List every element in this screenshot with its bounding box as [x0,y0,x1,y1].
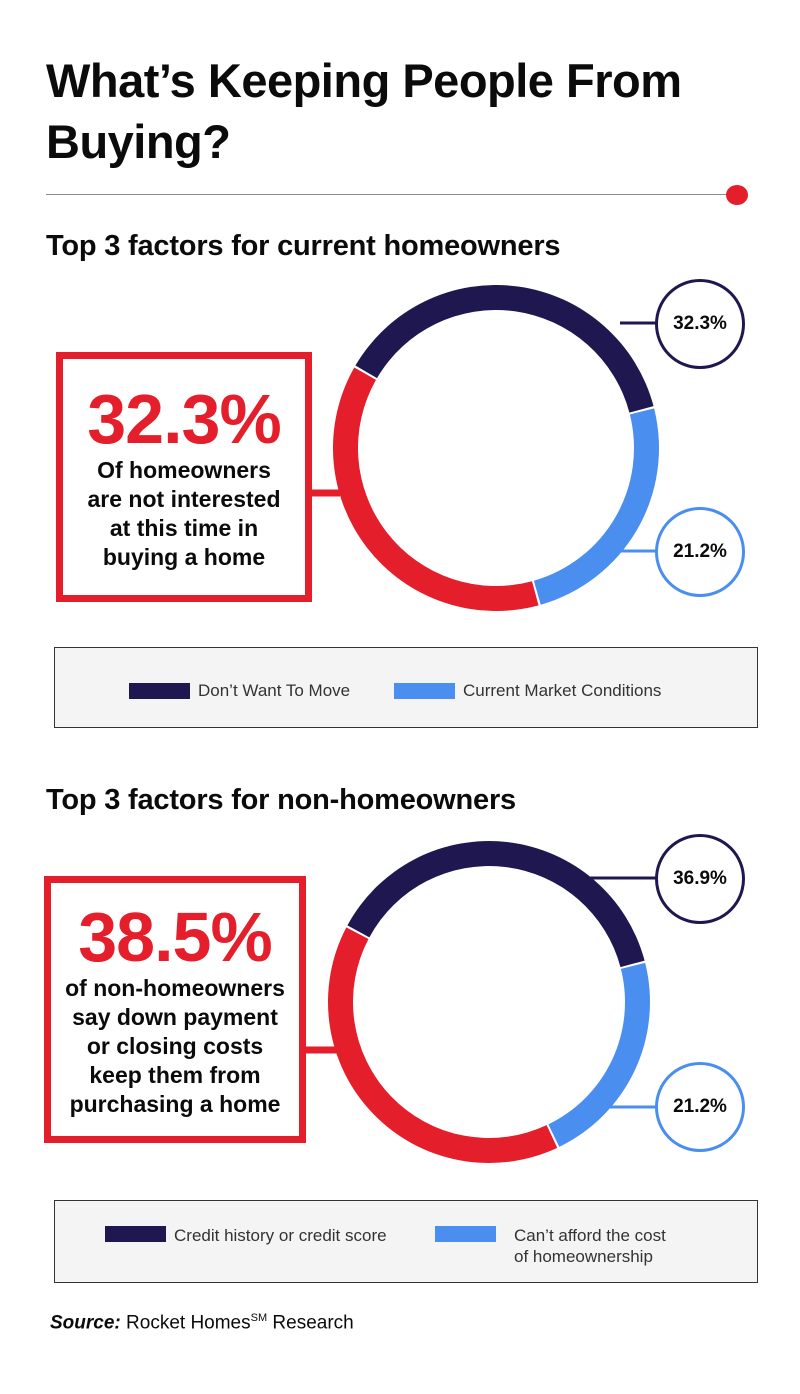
source-suffix: Research [267,1312,354,1334]
legend-swatch-navy [129,683,190,699]
source-note: Source: Rocket HomesSM Research [50,1312,354,1334]
donut-slice-3 [333,367,539,611]
chart2-title: Top 3 factors for non-homeowners [46,784,516,816]
legend-swatch-blue [394,683,455,699]
callout-value: 32.3% [87,380,281,458]
value-bubble-navy: 32.3% [655,279,745,369]
value-bubble-blue: 21.2% [655,507,745,597]
legend-label: Current Market Conditions [463,681,662,700]
legend-swatch-blue [435,1226,496,1242]
donut-slice-1 [347,840,645,968]
donut-slice-1 [355,285,654,413]
legend-label: Don’t Want To Move [198,681,351,700]
callout-value: 38.5% [78,898,272,976]
legend-label: Credit history or credit score [174,1226,387,1245]
legend-swatch-navy [105,1226,166,1242]
divider-dot [726,185,748,205]
legend-homeowners: Don’t Want To Move Current Market Condit… [54,647,758,728]
legend-non-homeowners: Credit history or credit score Can’t aff… [54,1200,758,1283]
value-bubble-navy: 36.9% [655,834,745,924]
callout-box-non-homeowners: 38.5% of non-homeowners say down payment… [44,876,306,1143]
page-title: What’s Keeping People From Buying? [46,54,682,168]
source-name: Rocket Homes [126,1312,251,1334]
source-label: Source: [50,1312,121,1334]
donut-slice-2 [533,408,659,605]
divider-line [46,194,730,195]
chart1-title: Top 3 factors for current homeowners [46,230,561,262]
source-superscript: SM [250,1312,268,1324]
value-bubble-blue: 21.2% [655,1062,745,1152]
callout-box-homeowners: 32.3% Of homeowners are not interested a… [56,352,312,602]
callout-text: Of homeowners are not interested at this… [87,457,281,570]
donut-slice-2 [548,962,651,1147]
callout-text: of non-homeowners say down payment or cl… [65,975,285,1117]
donut-slice-3 [328,927,558,1163]
legend-label: Can’t afford the cost of homeownership [514,1226,666,1266]
